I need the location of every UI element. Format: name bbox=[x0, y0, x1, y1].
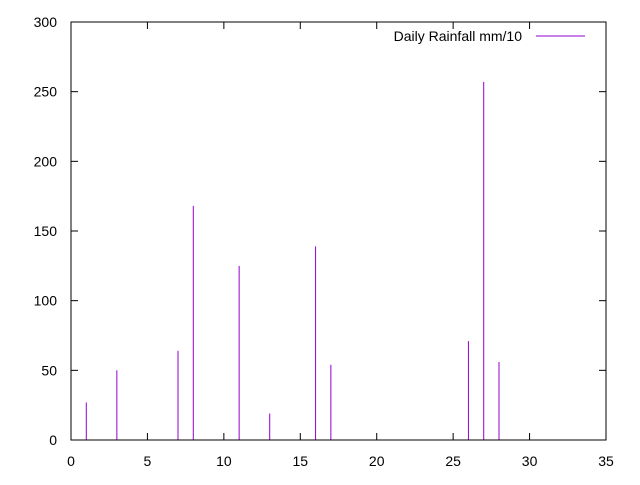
x-tick-label: 10 bbox=[216, 453, 232, 469]
y-tick-label: 150 bbox=[34, 223, 58, 239]
y-tick-label: 100 bbox=[34, 293, 58, 309]
x-tick-label: 30 bbox=[522, 453, 538, 469]
x-tick-label: 5 bbox=[144, 453, 152, 469]
x-tick-label: 0 bbox=[67, 453, 75, 469]
y-tick-label: 0 bbox=[49, 432, 57, 448]
x-tick-label: 25 bbox=[445, 453, 461, 469]
x-tick-label: 35 bbox=[598, 453, 614, 469]
impulse-series bbox=[85, 81, 500, 440]
x-tick-label: 15 bbox=[292, 453, 308, 469]
y-tick-label: 250 bbox=[34, 84, 58, 100]
x-tick-label: 20 bbox=[369, 453, 385, 469]
plot-border bbox=[70, 21, 607, 441]
y-tick-label: 300 bbox=[34, 14, 58, 30]
y-axis: 0 50 100 150 200 250 300 bbox=[34, 14, 606, 448]
y-tick-label: 50 bbox=[41, 362, 57, 378]
y-tick-label: 200 bbox=[34, 153, 58, 169]
legend: Daily Rainfall mm/10 bbox=[394, 28, 585, 44]
x-axis: 0 5 10 15 20 25 30 35 bbox=[67, 22, 614, 469]
legend-label: Daily Rainfall mm/10 bbox=[394, 28, 523, 44]
